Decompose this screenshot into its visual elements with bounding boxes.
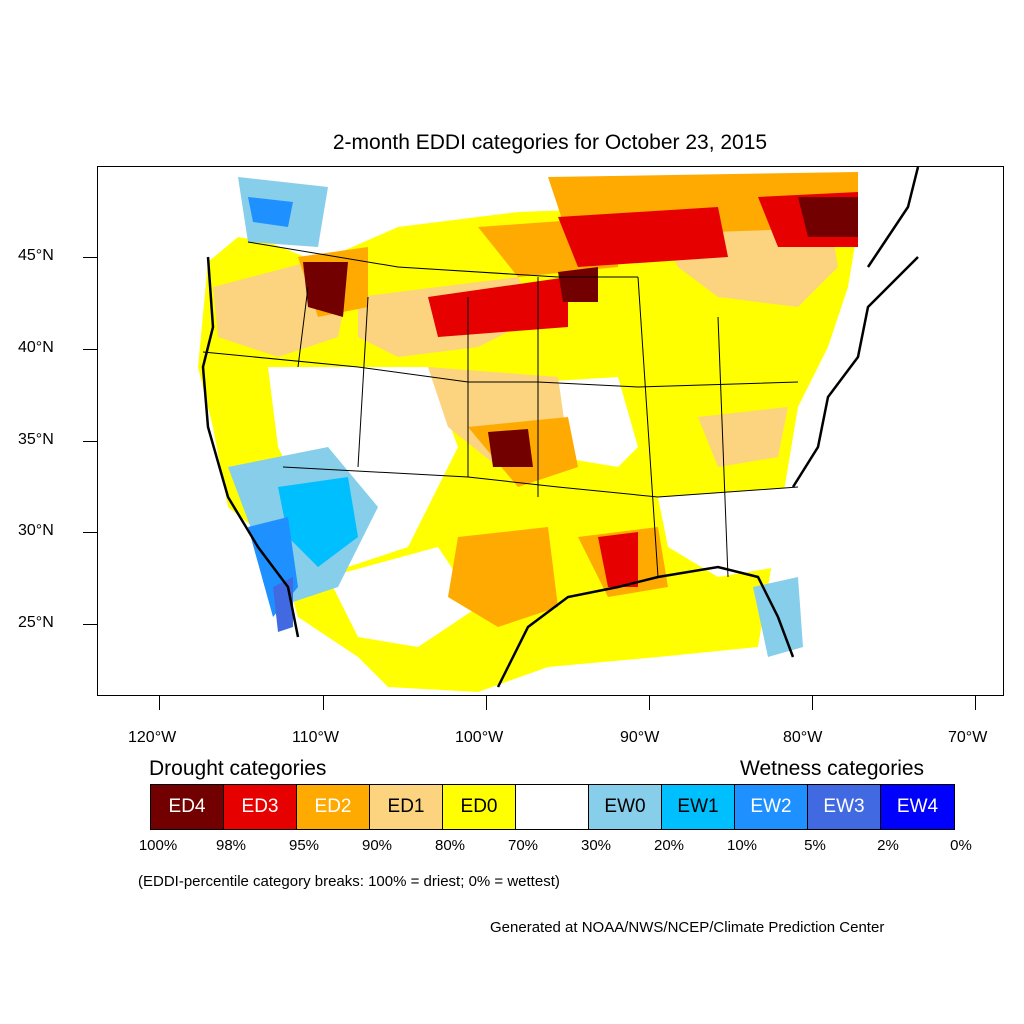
ed3-region-canada-central bbox=[558, 207, 728, 267]
x-tick bbox=[159, 696, 160, 710]
percentile-label: 80% bbox=[434, 837, 466, 854]
legend-swatch: EW2 bbox=[735, 785, 808, 829]
category-note: (EDDI-percentile category breaks: 100% =… bbox=[138, 873, 560, 890]
percentile-label: 100% bbox=[138, 837, 178, 854]
y-tick bbox=[83, 441, 97, 442]
legend-swatch: ED3 bbox=[224, 785, 297, 829]
x-tick bbox=[323, 696, 324, 710]
eddi-map bbox=[198, 167, 920, 692]
map-panel bbox=[97, 166, 1004, 696]
y-label: 30°N bbox=[18, 522, 54, 539]
map-title: 2-month EDDI categories for October 23, … bbox=[332, 131, 768, 154]
y-tick bbox=[83, 624, 97, 625]
x-tick bbox=[812, 696, 813, 710]
percentile-label: 2% bbox=[877, 837, 899, 854]
ed1-region-ohio-valley bbox=[698, 407, 788, 467]
x-tick bbox=[649, 696, 650, 710]
x-label: 70°W bbox=[948, 729, 988, 746]
x-tick bbox=[975, 696, 976, 710]
neutral-region-south bbox=[328, 547, 478, 647]
legend-swatch: EW3 bbox=[808, 785, 881, 829]
legend-swatch: EW4 bbox=[881, 785, 954, 829]
percentile-label: 95% bbox=[288, 837, 320, 854]
y-label: 40°N bbox=[18, 339, 54, 356]
ew1-region-arizona bbox=[278, 477, 358, 567]
legend-swatch: ED0 bbox=[443, 785, 516, 829]
percentile-label: 20% bbox=[653, 837, 685, 854]
credit-line: Generated at NOAA/NWS/NCEP/Climate Predi… bbox=[490, 919, 885, 936]
legend-swatch: ED1 bbox=[370, 785, 443, 829]
percentile-label: 10% bbox=[726, 837, 758, 854]
percentile-label: 90% bbox=[361, 837, 393, 854]
legend-swatch bbox=[516, 785, 589, 829]
x-tick bbox=[486, 696, 487, 710]
y-tick bbox=[83, 257, 97, 258]
legend-swatch: EW0 bbox=[589, 785, 662, 829]
legend-swatch: EW1 bbox=[662, 785, 735, 829]
percentile-label: 70% bbox=[507, 837, 539, 854]
neutral-region-southeast bbox=[658, 487, 818, 577]
y-label: 45°N bbox=[18, 247, 54, 264]
y-tick bbox=[83, 532, 97, 533]
legend-swatch: ED4 bbox=[151, 785, 224, 829]
category-legend: ED4 ED3 ED2 ED1 ED0 EW0 EW1 EW2 EW3 EW4 bbox=[150, 784, 955, 830]
ed4-region-canada bbox=[798, 197, 858, 237]
x-label: 110°W bbox=[292, 729, 340, 746]
x-label: 120°W bbox=[128, 729, 177, 746]
ed4-region-minnesota bbox=[558, 267, 598, 302]
legend-swatch: ED2 bbox=[297, 785, 370, 829]
ed4-region-kansas bbox=[488, 429, 533, 467]
y-label: 35°N bbox=[18, 431, 54, 448]
y-label: 25°N bbox=[18, 614, 54, 631]
percentile-label: 0% bbox=[950, 837, 972, 854]
wetness-heading: Wetness categories bbox=[740, 757, 925, 780]
x-label: 90°W bbox=[620, 729, 660, 746]
x-label: 80°W bbox=[783, 729, 823, 746]
percentile-label: 30% bbox=[580, 837, 612, 854]
coastline bbox=[201, 167, 920, 688]
ed4-region-montana bbox=[303, 262, 348, 317]
ed2-region-texas bbox=[448, 527, 558, 627]
ed3-region-louisiana bbox=[598, 532, 638, 587]
ew2-region-washington bbox=[248, 197, 293, 227]
percentile-label: 98% bbox=[215, 837, 247, 854]
x-label: 100°W bbox=[455, 729, 504, 746]
y-tick bbox=[83, 349, 97, 350]
percentile-label: 5% bbox=[804, 837, 826, 854]
drought-heading: Drought categories bbox=[149, 757, 327, 780]
state-boundaries bbox=[202, 241, 799, 578]
ed3-region-dakotas bbox=[428, 277, 568, 337]
